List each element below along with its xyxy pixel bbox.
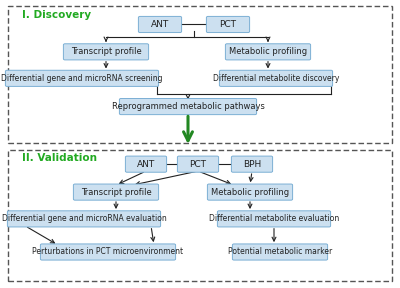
FancyBboxPatch shape [64, 44, 149, 60]
FancyBboxPatch shape [218, 211, 331, 227]
Text: II. Validation: II. Validation [22, 153, 97, 163]
FancyBboxPatch shape [7, 211, 161, 227]
FancyBboxPatch shape [232, 244, 328, 260]
Text: Metabolic profiling: Metabolic profiling [229, 47, 307, 56]
FancyBboxPatch shape [178, 156, 218, 172]
FancyBboxPatch shape [5, 70, 158, 86]
FancyBboxPatch shape [206, 16, 250, 33]
Text: Transcript profile: Transcript profile [81, 187, 151, 197]
Text: Perturbations in PCT microenvironment: Perturbations in PCT microenvironment [32, 247, 184, 257]
FancyBboxPatch shape [219, 70, 333, 86]
FancyBboxPatch shape [231, 156, 273, 172]
FancyBboxPatch shape [119, 98, 257, 115]
Text: PCT: PCT [190, 160, 206, 169]
FancyBboxPatch shape [138, 16, 182, 33]
Text: Differential metabolite evaluation: Differential metabolite evaluation [209, 214, 339, 223]
FancyBboxPatch shape [126, 156, 166, 172]
Text: ANT: ANT [137, 160, 155, 169]
Text: Differential gene and microRNA screening: Differential gene and microRNA screening [1, 74, 163, 83]
Text: PCT: PCT [220, 20, 236, 29]
FancyBboxPatch shape [207, 184, 292, 200]
Text: Differential metabolite discovery: Differential metabolite discovery [213, 74, 339, 83]
Text: ANT: ANT [151, 20, 169, 29]
Text: Reprogrammed metabolic pathways: Reprogrammed metabolic pathways [112, 102, 264, 111]
Text: Metabolic profiling: Metabolic profiling [211, 187, 289, 197]
FancyBboxPatch shape [226, 44, 310, 60]
Text: Potential metabolic marker: Potential metabolic marker [228, 247, 332, 257]
FancyBboxPatch shape [74, 184, 158, 200]
Text: I. Discovery: I. Discovery [22, 10, 91, 20]
FancyBboxPatch shape [40, 244, 176, 260]
Text: BPH: BPH [243, 160, 261, 169]
Text: Transcript profile: Transcript profile [71, 47, 141, 56]
Text: Differential gene and microRNA evaluation: Differential gene and microRNA evaluatio… [2, 214, 166, 223]
